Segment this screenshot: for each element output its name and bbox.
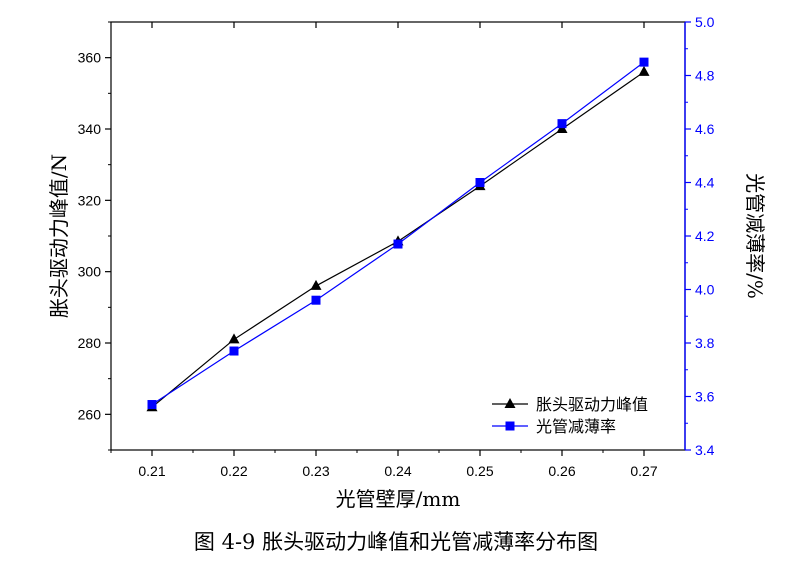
y-axis-title: 胀头驱动力峰值/N [47,154,71,318]
y2-tick-label: 4.0 [695,282,715,298]
legend: 胀头驱动力峰值 光管减薄率 [492,395,648,436]
legend-marker-force [504,398,516,408]
data-point-thinning [639,57,649,67]
y2-axis-title: 光管减薄率/% [743,173,767,299]
data-point-thinning [393,239,403,249]
data-point-force [228,333,240,344]
data-point-thinning [475,178,485,187]
y-tick-label: 320 [78,192,102,208]
legend-marker-thinning [505,421,515,431]
y2-tick-label: 4.8 [695,68,715,84]
y-tick-label: 300 [78,264,102,280]
figure-caption: 图 4-9 胀头驱动力峰值和光管减薄率分布图 [193,530,599,554]
y-tick-label: 280 [78,335,102,351]
data-point-thinning [311,295,321,305]
legend-label-thinning: 光管减薄率 [536,417,616,436]
data-point-force [310,279,322,290]
y2-tick-label: 4.2 [695,228,715,244]
y2-tick-label: 3.4 [695,442,715,458]
y2-tick-label: 3.6 [695,389,715,405]
y2-tick-label: 5.0 [695,14,715,30]
y2-tick-label: 4.4 [695,175,715,191]
x-tick-label: 0.21 [138,463,165,479]
series-line-1 [151,61,645,406]
x-tick-label: 0.24 [384,463,411,479]
y-tick-label: 360 [78,50,102,66]
x-tick-label: 0.22 [220,463,247,479]
data-point-force [638,65,650,76]
x-tick-label: 0.25 [466,463,493,479]
y-tick-label: 340 [78,121,102,137]
data-point-thinning [147,400,157,410]
y-tick-label: 260 [78,406,102,422]
data-point-thinning [557,119,567,129]
data-point-thinning [229,346,239,356]
legend-label-force: 胀头驱动力峰值 [536,395,648,414]
y2-tick-label: 4.6 [695,121,715,137]
x-tick-label: 0.23 [302,463,329,479]
chart: 0.21 0.22 0.23 0.24 0.25 0.26 0.27 260 280 300 32… [47,14,767,511]
y2-tick-label: 3.8 [695,335,715,351]
x-tick-label: 0.27 [630,463,657,479]
x-axis-title: 光管壁厚/mm [336,487,461,511]
x-tick-label: 0.26 [548,463,575,479]
